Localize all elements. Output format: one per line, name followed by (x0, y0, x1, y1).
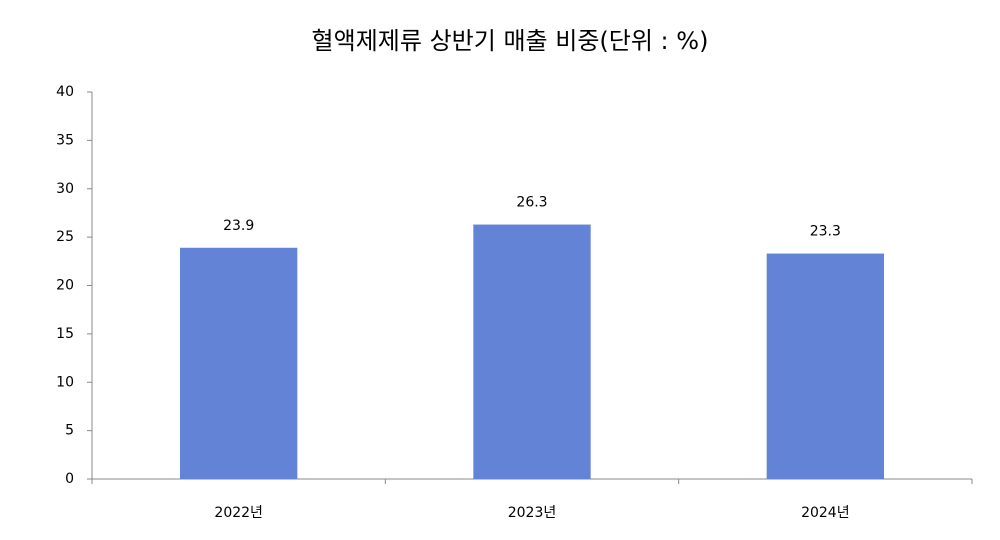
y-tick-label: 15 (56, 326, 74, 342)
y-tick-label: 40 (56, 84, 74, 100)
y-tick-label: 25 (56, 229, 74, 245)
x-tick-label: 2023년 (508, 505, 557, 521)
x-tick-label: 2022년 (214, 505, 263, 521)
y-tick-label: 20 (56, 278, 74, 294)
y-tick-label: 30 (56, 181, 74, 197)
x-tick-label: 2024년 (801, 505, 850, 521)
data-label: 23.9 (223, 218, 254, 234)
y-tick-label: 0 (65, 471, 74, 487)
data-label: 26.3 (516, 195, 547, 211)
bar (766, 253, 884, 479)
bar (180, 247, 298, 479)
data-label: 23.3 (810, 224, 841, 240)
y-tick-label: 5 (65, 423, 74, 439)
chart-title: 혈액제제류 상반기 매출 비중(단위 : %) (312, 27, 709, 55)
bar (473, 224, 591, 479)
y-tick-label: 35 (56, 132, 74, 148)
y-tick-label: 10 (56, 374, 74, 390)
